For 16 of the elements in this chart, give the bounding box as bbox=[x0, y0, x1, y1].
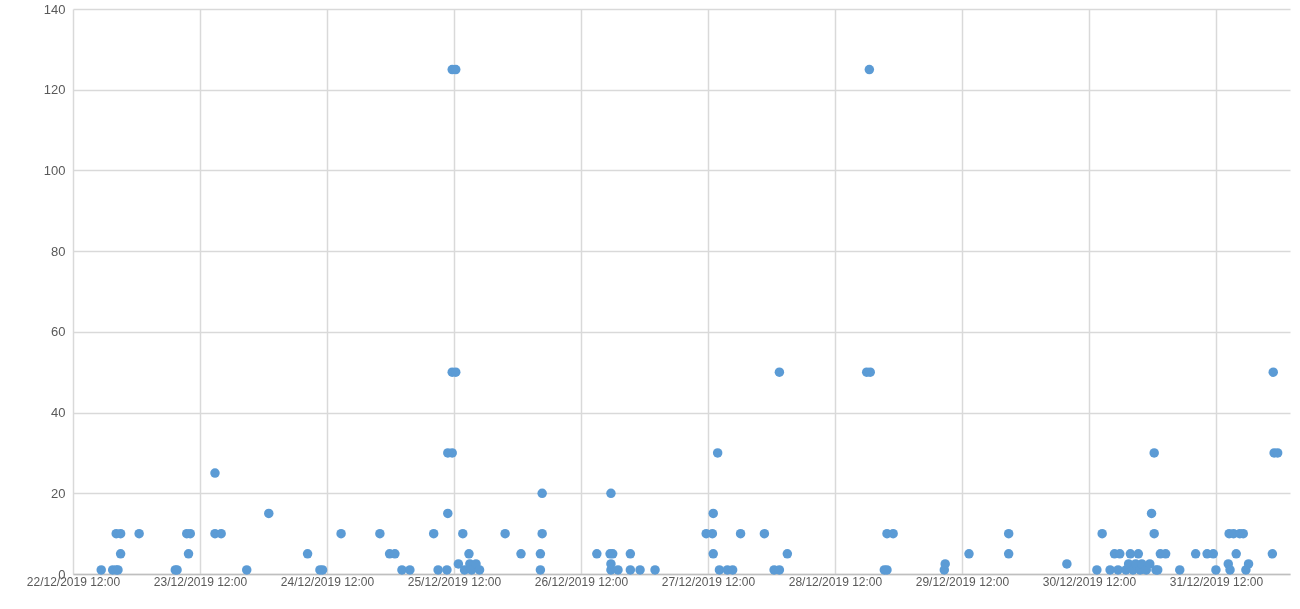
y-tick-label: 20 bbox=[51, 485, 66, 501]
x-tick-label: 27/12/2019 12:00 bbox=[661, 574, 756, 589]
x-tick-label: 29/12/2019 12:00 bbox=[915, 574, 1010, 589]
y-tick-label: 60 bbox=[51, 324, 66, 340]
y-tick-label: 100 bbox=[43, 162, 66, 178]
x-tick-label: 24/12/2019 12:00 bbox=[280, 574, 375, 589]
x-tick-label: 25/12/2019 12:00 bbox=[407, 574, 502, 589]
x-tick-label: 28/12/2019 12:00 bbox=[788, 574, 883, 589]
x-tick-label: 23/12/2019 12:00 bbox=[153, 574, 248, 589]
y-tick-label: 140 bbox=[43, 1, 66, 17]
x-tick-label: 30/12/2019 12:00 bbox=[1042, 574, 1137, 589]
x-tick-label: 26/12/2019 12:00 bbox=[534, 574, 629, 589]
y-tick-label: 120 bbox=[43, 82, 66, 98]
x-tick-label: 31/12/2019 12:00 bbox=[1169, 574, 1264, 589]
y-tick-label: 40 bbox=[51, 405, 66, 421]
y-tick-label: 80 bbox=[51, 243, 66, 259]
